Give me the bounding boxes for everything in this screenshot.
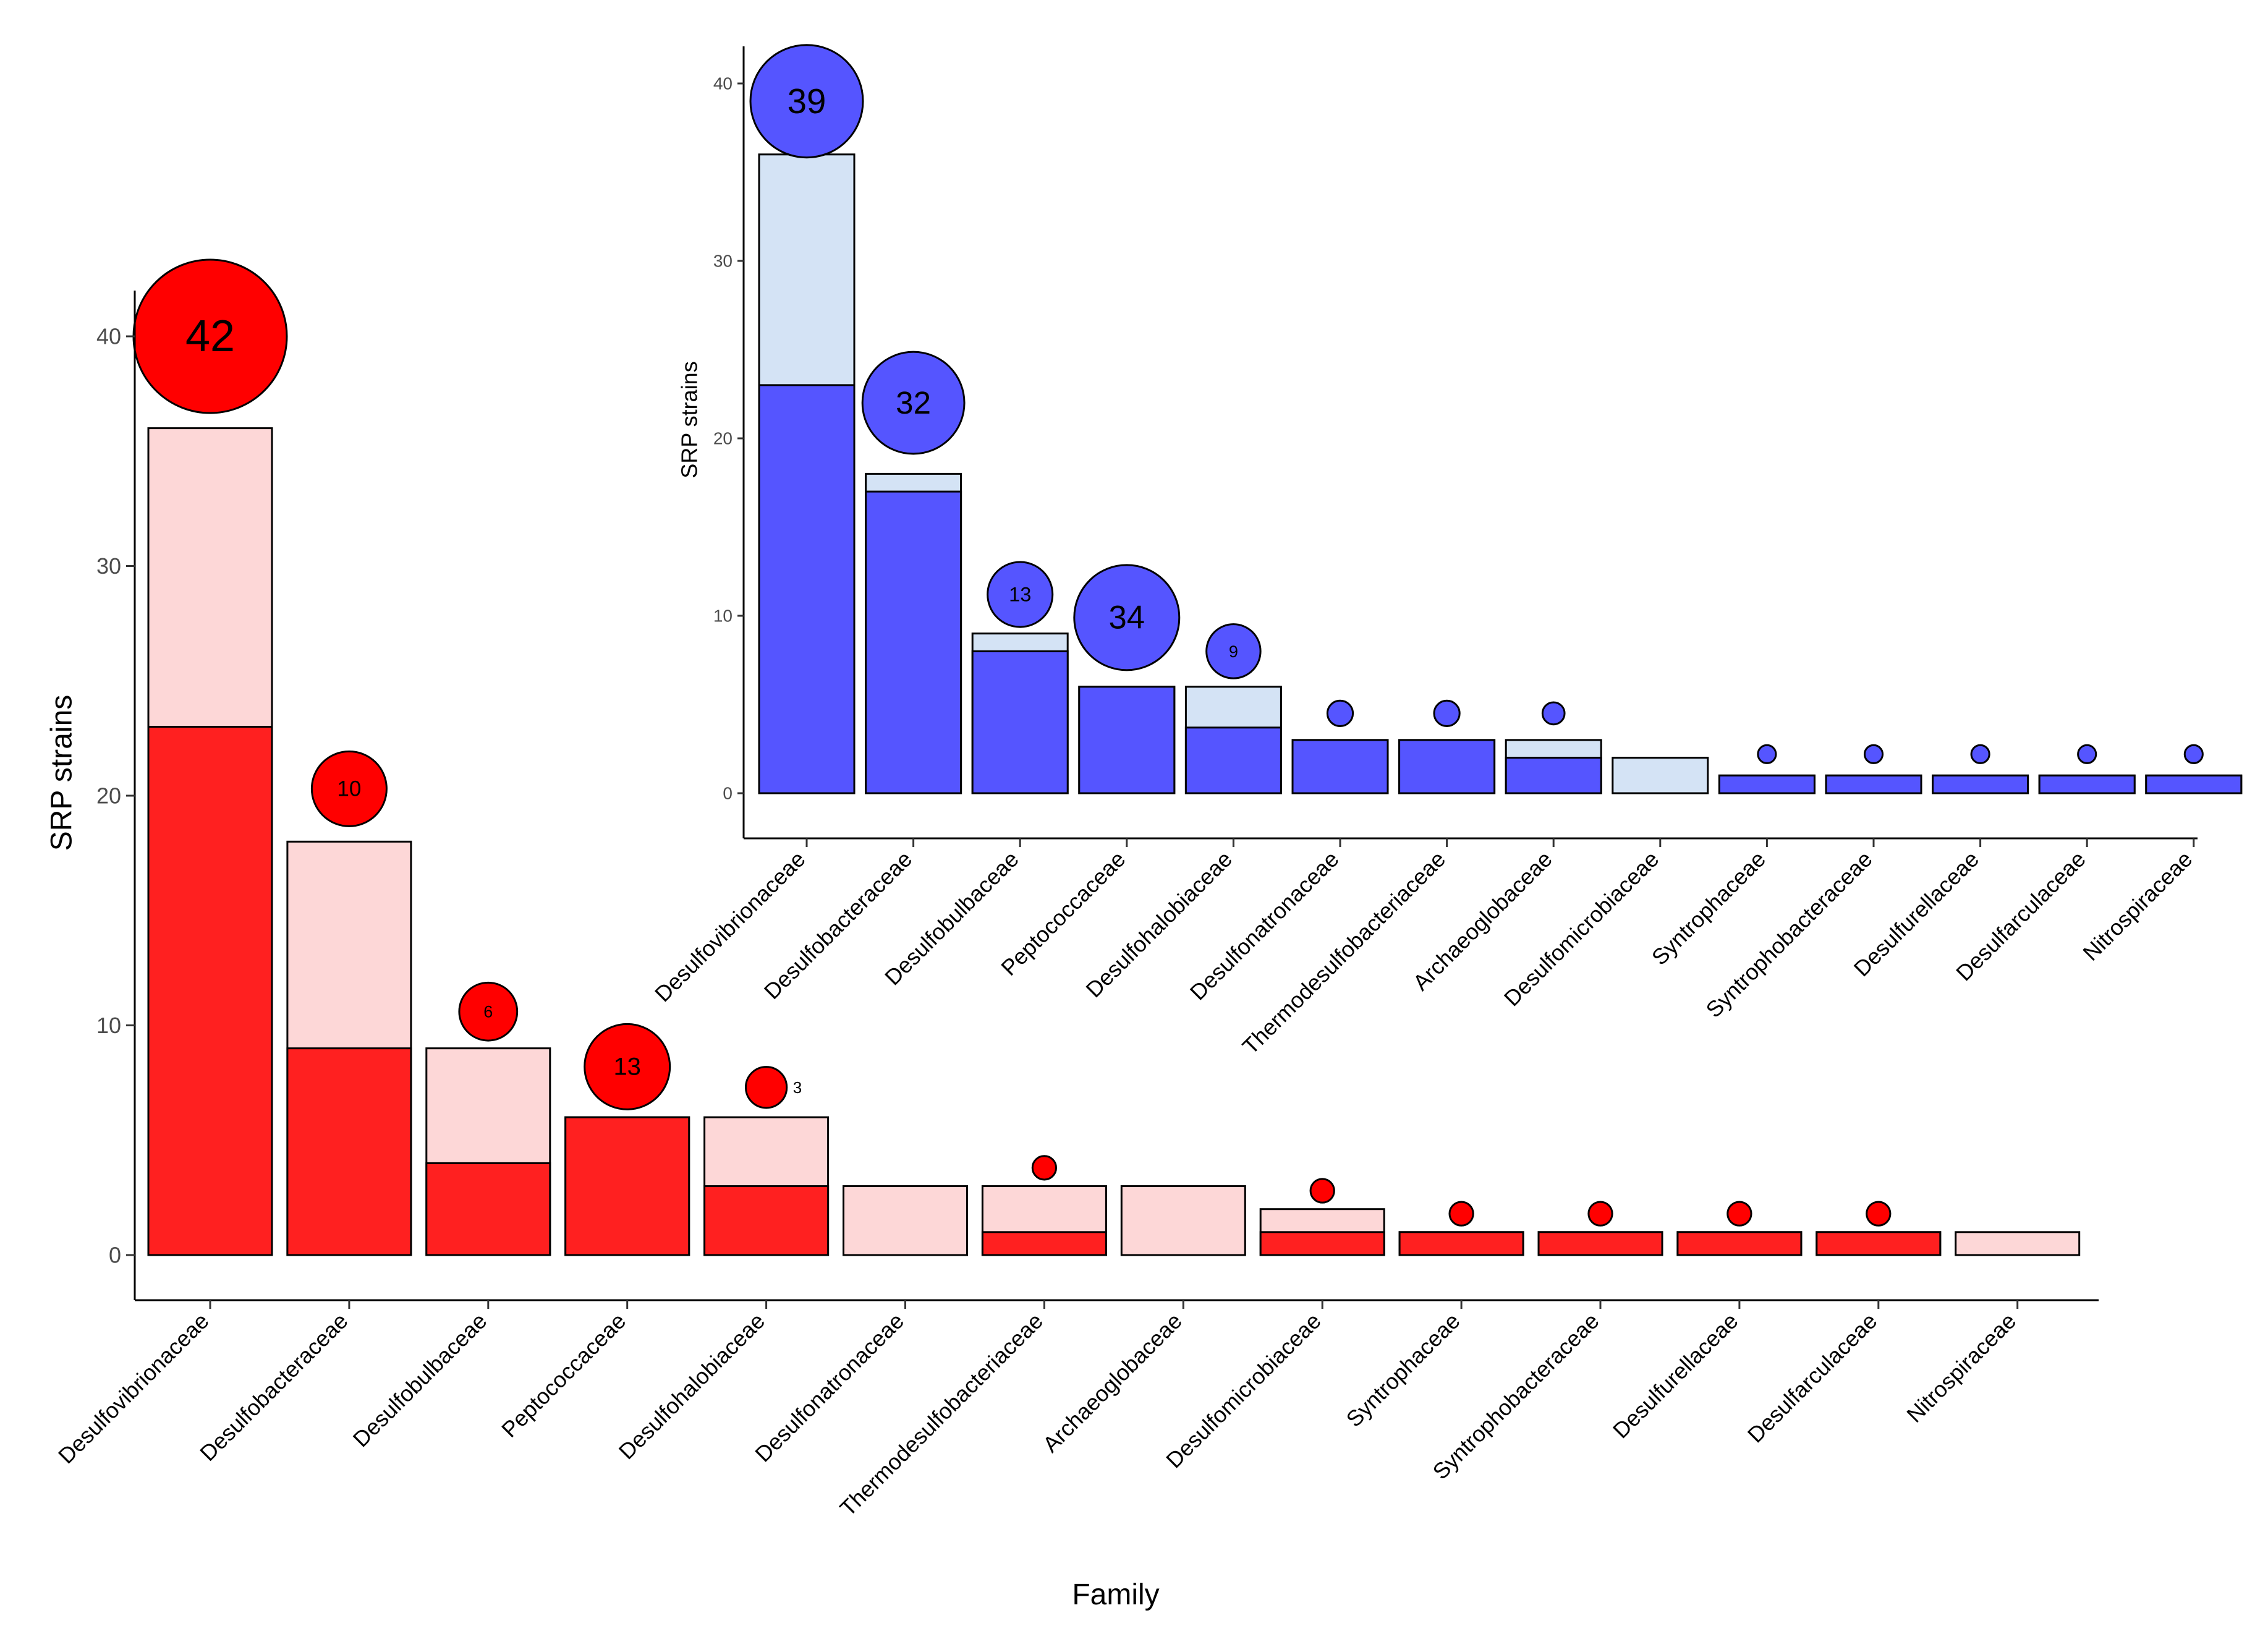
main-bar-total <box>1955 1231 2081 1256</box>
main-category-label: Desulfobulbaceae <box>348 1308 492 1452</box>
inset-y-tick-label: 20 <box>713 429 733 448</box>
inset-bubble <box>1970 744 1990 764</box>
inset-bubble-label: 34 <box>1109 599 1145 636</box>
main-bubble-label: 6 <box>483 1002 493 1021</box>
main-bubble <box>1866 1201 1892 1227</box>
main-bar-lower <box>981 1231 1107 1256</box>
main-bar-lower <box>703 1185 830 1256</box>
main-bubble <box>1031 1155 1058 1181</box>
main-category-label: Peptococcaceae <box>496 1308 631 1442</box>
inset-bubble-label: 9 <box>1229 642 1238 661</box>
inset-bar-lower <box>1184 726 1282 794</box>
inset-bubble <box>1073 564 1181 671</box>
main-bubble-label: 10 <box>337 777 361 801</box>
inset-bubble <box>1541 701 1566 726</box>
inset-bar-lower <box>1398 739 1496 794</box>
inset-bubble <box>1757 744 1777 764</box>
main-bubble <box>1448 1201 1474 1227</box>
inset-bar-lower <box>971 650 1069 794</box>
inset-bubble-label: 32 <box>896 385 931 420</box>
main-bubble <box>744 1066 788 1109</box>
inset-y-axis-title: SRP strains <box>677 361 702 478</box>
main-category-label: Syntrophaceae <box>1341 1308 1465 1432</box>
main-bubble <box>1726 1201 1752 1227</box>
main-category-label: Desulfurellaceae <box>1608 1308 1743 1444</box>
inset-bar-lower <box>1505 757 1602 794</box>
main-y-tick-label: 0 <box>109 1243 121 1268</box>
main-category-label: Desulfobacteraceae <box>195 1308 352 1466</box>
inset-bar-lower <box>1078 686 1176 794</box>
inset-bubble <box>1863 744 1884 764</box>
main-bubble <box>1587 1201 1613 1227</box>
main-bubble-label: 13 <box>613 1053 641 1080</box>
inset-bubble <box>861 351 966 455</box>
main-y-tick-label: 10 <box>96 1013 121 1038</box>
main-category-label: Desulfomicrobiaceae <box>1161 1308 1326 1473</box>
main-bar-lower <box>1816 1231 1942 1256</box>
inset-bar-lower <box>1718 774 1816 794</box>
main-category-label: Archaeoglobaceae <box>1038 1308 1187 1457</box>
main-y-axis-title: SRP strains <box>46 695 79 851</box>
main-bubble <box>310 750 388 827</box>
main-bar-total <box>1120 1185 1246 1256</box>
main-category-label: Desulfohalobiaceae <box>614 1308 770 1465</box>
inset-bubble <box>749 44 864 159</box>
main-bar-lower <box>1398 1231 1524 1256</box>
main-y-tick-label: 30 <box>96 553 121 579</box>
main-bubble-label: 3 <box>793 1078 802 1097</box>
main-bubble <box>1309 1178 1335 1204</box>
main-y-tick-label: 40 <box>96 324 121 349</box>
inset-bubble-label: 13 <box>1009 584 1031 606</box>
inset-category-label: Syntrophaceae <box>1647 846 1770 970</box>
main-y-tick-label: 20 <box>96 783 121 809</box>
main-bubble <box>458 981 519 1042</box>
inset-y-tick-label: 10 <box>713 607 733 626</box>
main-x-axis-title: Family <box>1072 1578 1159 1611</box>
main-bar-lower <box>564 1116 690 1256</box>
inset-bar-total <box>1612 757 1709 794</box>
inset-category-label: Thermodesulfobacteriaceae <box>1238 846 1451 1060</box>
main-category-label: Desulfovibrionaceae <box>53 1308 214 1469</box>
inset-bubble <box>1433 699 1461 727</box>
inset-y-tick-label: 40 <box>713 74 733 93</box>
main-bar-lower <box>1676 1231 1803 1256</box>
inset-bubble <box>2077 744 2097 764</box>
inset-bubble <box>1326 699 1354 727</box>
inset-bar-lower <box>2145 774 2243 794</box>
inset-bubble <box>1205 623 1262 679</box>
inset-bubble-label: 39 <box>788 82 826 121</box>
main-bubble-label: 42 <box>185 312 235 361</box>
inset-category-label: Nitrospiraceae <box>2078 846 2197 966</box>
inset-y-tick-label: 30 <box>713 252 733 271</box>
main-bubble <box>584 1023 671 1110</box>
inset-chart-panel: 393213349010203040DesulfovibrionaceaeDes… <box>650 44 2243 1060</box>
inset-y-tick-label: 0 <box>723 784 733 803</box>
inset-bar-lower <box>865 490 962 794</box>
main-bar-lower <box>286 1047 412 1256</box>
inset-bar-lower <box>2038 774 2136 794</box>
inset-bar-lower <box>1932 774 2029 794</box>
inset-bubble <box>2183 744 2204 764</box>
inset-bar-lower <box>1291 739 1389 794</box>
main-bar-total <box>843 1185 968 1256</box>
inset-bubble <box>987 561 1054 628</box>
main-bar-lower <box>147 726 273 1256</box>
inset-bar-lower <box>1825 774 1922 794</box>
main-bar-lower <box>425 1162 551 1256</box>
main-category-label: Desulfarculaceae <box>1743 1308 1882 1448</box>
main-category-label: Nitrospiraceae <box>1901 1308 2021 1428</box>
inset-bar-lower <box>758 384 856 794</box>
main-bar-lower <box>1259 1231 1385 1256</box>
main-bar-lower <box>1537 1231 1663 1256</box>
main-category-label: Desulfonatronaceae <box>750 1308 909 1467</box>
